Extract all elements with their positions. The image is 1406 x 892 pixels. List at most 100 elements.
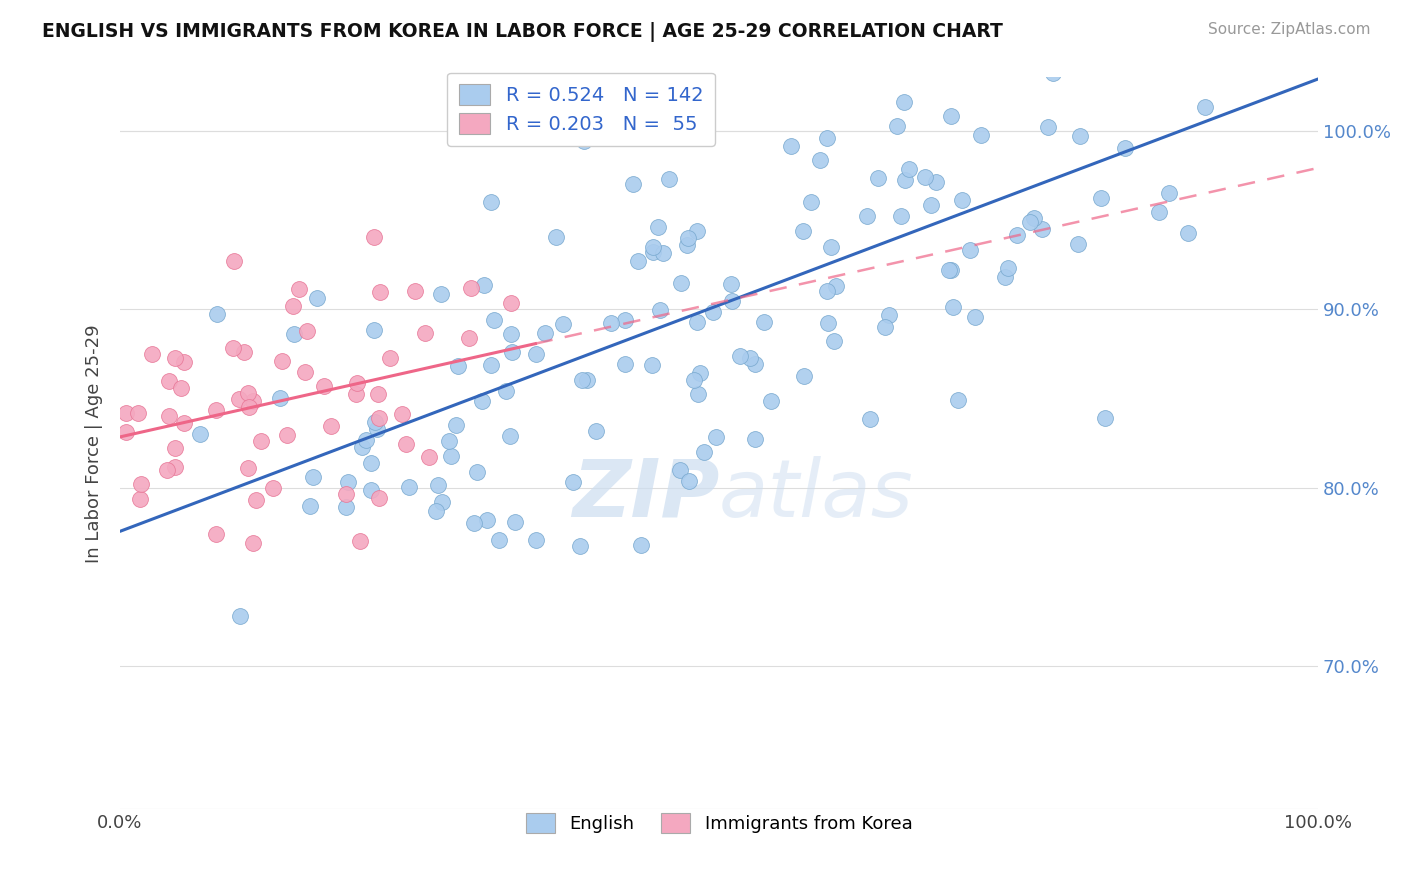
Point [242, 535, 264, 549]
Point [302, 470, 325, 484]
Point [205, 307, 228, 321]
Point [669, 276, 692, 290]
Point [418, 450, 440, 464]
Point [141, 347, 163, 361]
Point [205, 403, 228, 417]
Text: Source: ZipAtlas.com: Source: ZipAtlas.com [1208, 22, 1371, 37]
Point [425, 504, 447, 518]
Point [271, 354, 294, 368]
Point [364, 415, 387, 429]
Point [499, 429, 522, 443]
Point [188, 427, 211, 442]
Point [585, 424, 607, 438]
Point [288, 282, 311, 296]
Point [1115, 37, 1137, 51]
Point [641, 359, 664, 373]
Point [894, 173, 917, 187]
Point [575, 373, 598, 387]
Point [1090, 191, 1112, 205]
Point [859, 412, 882, 426]
Point [1005, 227, 1028, 242]
Point [1114, 141, 1136, 155]
Point [479, 358, 502, 372]
Point [939, 109, 962, 123]
Point [524, 533, 547, 547]
Point [641, 245, 664, 260]
Point [942, 300, 965, 314]
Point [165, 459, 187, 474]
Point [460, 281, 482, 295]
Point [349, 533, 371, 548]
Text: ENGLISH VS IMMIGRANTS FROM KOREA IN LABOR FORCE | AGE 25-29 CORRELATION CHART: ENGLISH VS IMMIGRANTS FROM KOREA IN LABO… [42, 22, 1002, 42]
Point [893, 95, 915, 109]
Point [808, 153, 831, 167]
Point [360, 483, 382, 498]
Point [156, 462, 179, 476]
Point [173, 355, 195, 369]
Point [938, 262, 960, 277]
Point [686, 224, 709, 238]
Point [650, 302, 672, 317]
Point [1094, 29, 1116, 44]
Point [823, 334, 845, 348]
Point [298, 500, 321, 514]
Point [689, 366, 711, 380]
Point [817, 316, 839, 330]
Point [501, 326, 523, 341]
Point [1094, 411, 1116, 425]
Point [730, 349, 752, 363]
Point [115, 406, 138, 420]
Point [335, 500, 357, 514]
Point [824, 278, 846, 293]
Point [943, 57, 966, 71]
Point [204, 527, 226, 541]
Point [898, 161, 921, 176]
Point [651, 246, 673, 260]
Point [920, 198, 942, 212]
Point [238, 400, 260, 414]
Point [551, 317, 574, 331]
Point [297, 324, 319, 338]
Point [946, 392, 969, 407]
Point [1157, 186, 1180, 201]
Point [761, 393, 783, 408]
Point [501, 295, 523, 310]
Point [321, 419, 343, 434]
Point [250, 434, 273, 449]
Point [495, 384, 517, 398]
Point [245, 492, 267, 507]
Point [463, 516, 485, 530]
Point [704, 430, 727, 444]
Point [427, 477, 450, 491]
Point [658, 172, 681, 186]
Point [346, 376, 368, 390]
Point [676, 231, 699, 245]
Point [1194, 100, 1216, 114]
Point [740, 351, 762, 365]
Point [800, 195, 823, 210]
Y-axis label: In Labor Force | Age 25-29: In Labor Force | Age 25-29 [86, 324, 103, 563]
Point [501, 345, 523, 359]
Point [752, 314, 775, 328]
Point [127, 406, 149, 420]
Point [363, 323, 385, 337]
Point [950, 194, 973, 208]
Point [544, 230, 567, 244]
Point [569, 539, 592, 553]
Point [815, 131, 838, 145]
Point [229, 609, 252, 624]
Point [173, 416, 195, 430]
Point [562, 475, 585, 489]
Point [1042, 66, 1064, 80]
Point [941, 263, 963, 277]
Point [868, 171, 890, 186]
Point [623, 177, 645, 191]
Point [344, 387, 367, 401]
Point [686, 315, 709, 329]
Point [793, 369, 815, 384]
Point [815, 285, 838, 299]
Point [391, 407, 413, 421]
Point [398, 480, 420, 494]
Point [997, 261, 1019, 276]
Point [367, 491, 389, 505]
